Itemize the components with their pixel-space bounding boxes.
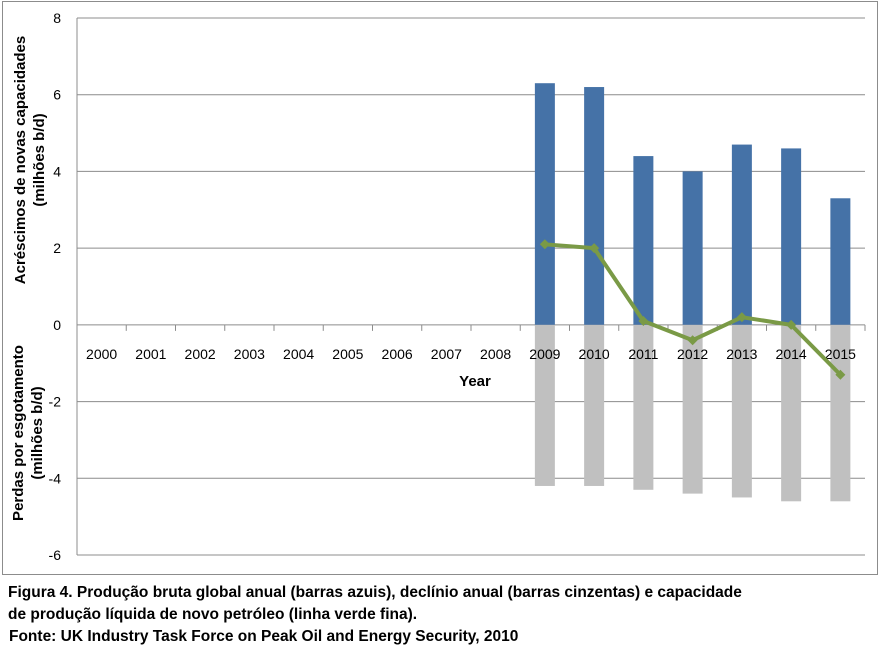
y-axis-label-top-line1: Acréscimos de novas capacidades <box>12 36 29 284</box>
x-tick-label: 2009 <box>529 346 560 362</box>
figure-caption: Figura 4. Produção bruta global anual (b… <box>8 582 878 648</box>
chart: 8 6 4 2 0 -2 -4 -6 2000 2001 2002 2003 2004 2005 2006… <box>10 10 866 563</box>
net-capacity-point-2009 <box>539 239 550 250</box>
x-tick-label: 2011 <box>628 346 658 362</box>
x-tick-label: 2005 <box>332 346 363 362</box>
y-tick-label: -6 <box>49 547 62 563</box>
bar-decline-2014 <box>781 324 802 502</box>
x-tick-label: 2006 <box>382 346 413 362</box>
x-tick-label: 2008 <box>480 346 511 362</box>
bar-decline-2012 <box>682 324 703 494</box>
y-tick-label: 8 <box>53 10 61 26</box>
caption-line-2: de produção líquida de novo petróleo (li… <box>8 606 418 623</box>
bar-gross-production-2013 <box>731 144 752 325</box>
x-tick-label: 2003 <box>234 346 265 362</box>
bars <box>534 83 851 502</box>
net-capacity-point-2012 <box>687 335 698 346</box>
net-capacity-point-2014 <box>786 319 797 330</box>
bar-decline-2011 <box>633 324 654 490</box>
net-capacity-point-2011 <box>638 316 649 327</box>
x-tick-label: 2014 <box>776 346 807 362</box>
y-axis-label-top-line2: (milhões b/d) <box>31 113 48 206</box>
x-tick-label: 2015 <box>825 346 856 362</box>
bar-gross-production-2009 <box>534 83 555 325</box>
y-tick-label: -2 <box>49 394 62 410</box>
y-tick-label: 2 <box>53 240 61 256</box>
x-tick-labels: 2000 2001 2002 2003 2004 2005 2006 2007 2008 2009… <box>86 346 856 362</box>
bar-gross-production-2014 <box>781 148 802 325</box>
caption-source: Fonte: UK Industry Task Force on Peak Oi… <box>9 628 519 645</box>
y-tick-label: -4 <box>49 470 62 486</box>
bar-gross-production-2011 <box>633 156 654 325</box>
net-capacity-point-2013 <box>736 312 747 323</box>
x-tick-label: 2007 <box>431 346 462 362</box>
bar-gross-production-2010 <box>584 87 605 325</box>
x-axis-label: Year <box>459 373 491 390</box>
y-tick-label: 6 <box>53 87 61 103</box>
x-tick-label: 2004 <box>283 346 314 362</box>
y-axis-label-bottom-line1: Perdas por esgotamento <box>10 345 27 521</box>
x-tick-label: 2010 <box>579 346 610 362</box>
y-tick-label: 0 <box>53 317 61 333</box>
caption-line-1: Figura 4. Produção bruta global anual (b… <box>8 584 742 601</box>
bar-decline-2009 <box>534 324 555 486</box>
bar-gross-production-2012 <box>682 171 703 325</box>
bar-decline-2010 <box>584 324 605 486</box>
y-tick-label: 4 <box>53 163 61 179</box>
x-tick-label: 2002 <box>185 346 216 362</box>
net-capacity-point-2015 <box>835 369 846 380</box>
x-tick-label: 2013 <box>726 346 757 362</box>
x-tick-label: 2001 <box>135 346 166 362</box>
bar-gross-production-2015 <box>830 198 851 325</box>
bar-decline-2013 <box>731 324 752 498</box>
net-capacity-line <box>539 239 846 380</box>
x-tick-label: 2000 <box>86 346 117 362</box>
y-axis-label-bottom-line2: (milhões b/d) <box>29 386 46 479</box>
x-tick-label: 2012 <box>677 346 708 362</box>
y-tick-labels: 8 6 4 2 0 -2 -4 -6 <box>49 10 62 563</box>
net-capacity-point-2010 <box>589 243 600 254</box>
